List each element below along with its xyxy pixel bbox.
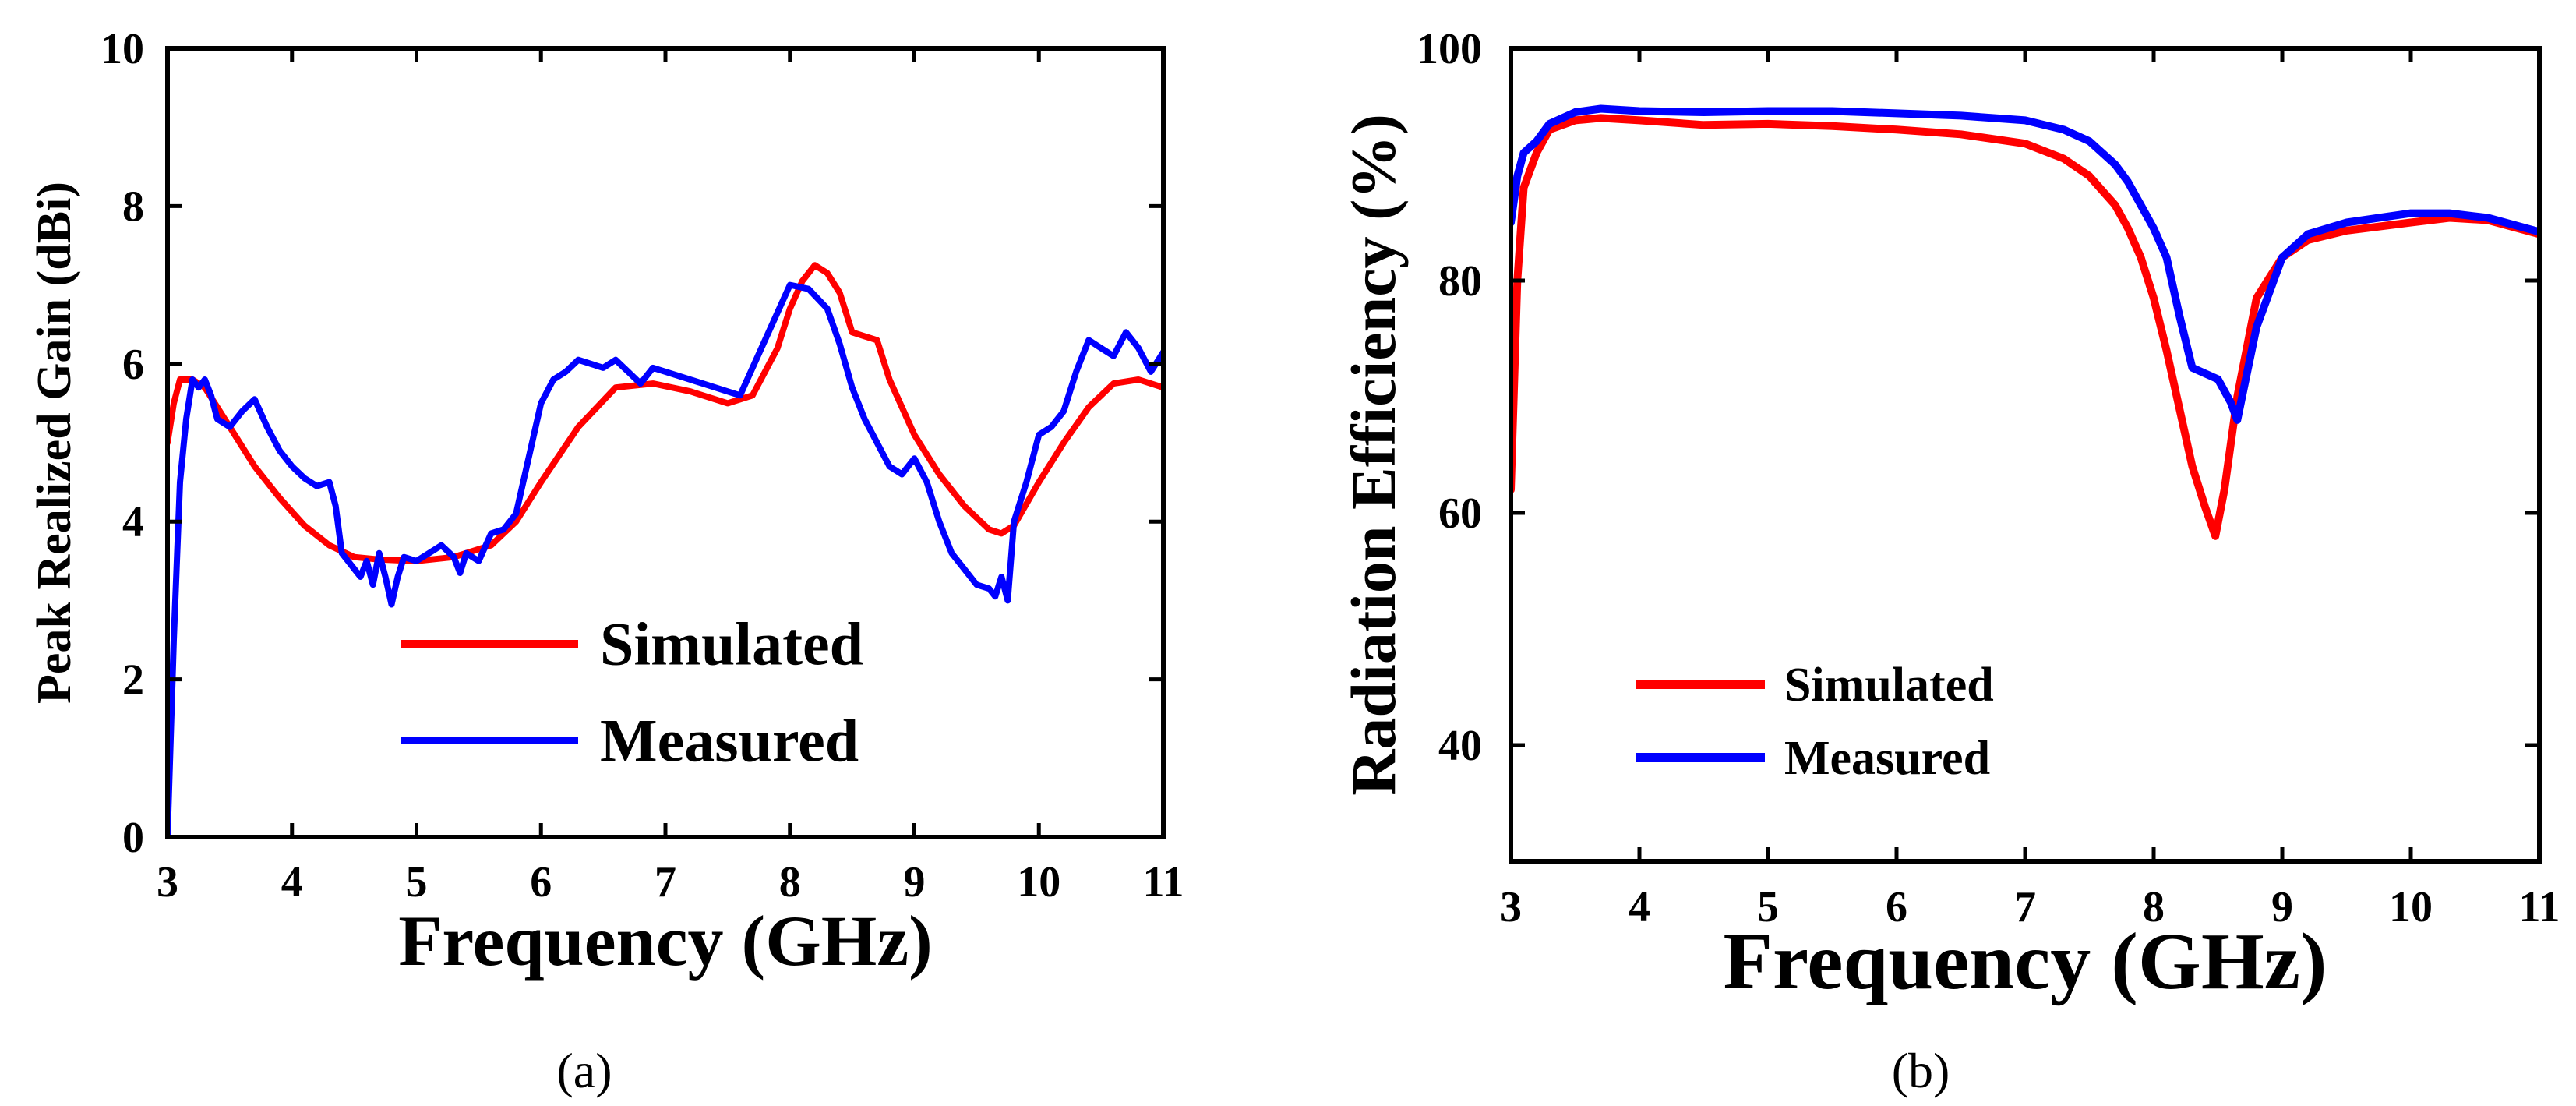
legend-label-simulated: Simulated <box>1784 659 1994 712</box>
y-tick-label: 40 <box>1438 722 1482 770</box>
x-tick-label: 7 <box>655 858 676 906</box>
x-tick-label: 7 <box>2014 883 2036 931</box>
x-tick-label: 11 <box>2519 883 2560 931</box>
x-axis-title: Frequency (GHz) <box>398 901 933 981</box>
x-tick-label: 5 <box>406 858 428 906</box>
chart-panel-b: 3 4 5 6 7 8 9 10 11 40 60 80 100 Frequency (GHz) Radia… <box>1338 25 2560 1098</box>
x-tick-label: 6 <box>1886 883 1907 931</box>
x-tick-label: 5 <box>1757 883 1779 931</box>
x-tick-label: 4 <box>1629 883 1650 931</box>
legend-label-simulated: Simulated <box>600 610 863 678</box>
y-tick-label: 0 <box>122 814 144 862</box>
chart-panel-a: 3 4 5 6 7 8 9 10 11 0 2 4 6 8 10 Frequency (GHz) Peak Re… <box>28 25 1184 1098</box>
legend-label-measured: Measured <box>600 707 859 775</box>
y-tick-label: 6 <box>122 341 144 389</box>
panel-label: (a) <box>556 1043 612 1098</box>
x-tick-label: 9 <box>904 858 926 906</box>
x-tick-label: 11 <box>1143 858 1184 906</box>
x-tick-label: 9 <box>2271 883 2293 931</box>
x-axis-title: Frequency (GHz) <box>1723 917 2327 1006</box>
y-axis-title: Radiation Efficiency (%) <box>1338 114 1409 796</box>
x-tick-label: 3 <box>157 858 178 906</box>
x-tick-label: 10 <box>2389 883 2433 931</box>
y-tick-label: 100 <box>1417 25 1482 73</box>
x-tick-label: 4 <box>281 858 303 906</box>
y-axis-title: Peak Realized Gain (dBi) <box>28 182 81 704</box>
x-tick-label: 10 <box>1017 858 1060 906</box>
y-tick-label: 4 <box>122 498 144 546</box>
y-tick-label: 2 <box>122 656 144 705</box>
y-tick-label: 80 <box>1438 257 1482 306</box>
series-line-measured <box>1511 104 2539 424</box>
series-line-measured <box>168 281 1163 837</box>
series-line-simulated <box>168 262 1163 564</box>
x-tick-label: 8 <box>779 858 801 906</box>
x-tick-label: 3 <box>1500 883 1522 931</box>
panel-label: (b) <box>1892 1043 1950 1098</box>
y-tick-label: 10 <box>101 25 144 73</box>
y-tick-label: 8 <box>122 182 144 231</box>
y-tick-label: 60 <box>1438 489 1482 538</box>
legend-label-measured: Measured <box>1784 732 1990 785</box>
x-tick-label: 6 <box>530 858 552 906</box>
x-tick-label: 8 <box>2143 883 2165 931</box>
